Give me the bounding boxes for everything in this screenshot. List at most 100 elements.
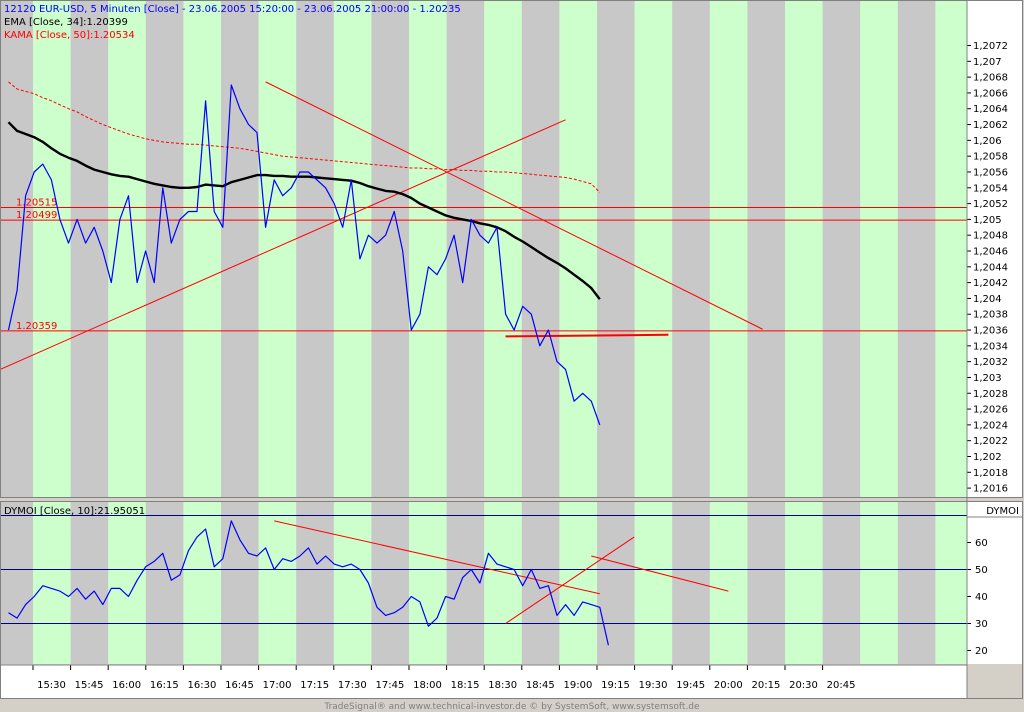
dymoi-band-1 [108, 502, 146, 664]
dymoi-trendline-2 [591, 555, 729, 592]
price-tick-label-18: 1,2036 [973, 326, 1008, 337]
dymoi-band-0 [33, 502, 71, 664]
time-tick-label-4: 16:30 [187, 680, 216, 691]
time-tick-label-13: 18:45 [526, 680, 555, 691]
price-band-9 [709, 1, 748, 497]
ema-line [7, 121, 601, 300]
dymoi-band-12 [935, 502, 967, 664]
time-tick-label-7: 17:15 [300, 680, 329, 691]
price-tick-label-1: 1,207 [973, 57, 1002, 68]
dymoi-tick-label-1: 30 [975, 619, 988, 630]
price-band-4 [333, 1, 372, 497]
kama-line [8, 81, 601, 193]
dymoi-tick-label-2: 40 [975, 592, 988, 603]
price-tick-label-6: 1,206 [973, 136, 1002, 147]
dymoi-panel-border [0, 501, 1023, 699]
dymoi-band-11 [860, 502, 898, 664]
time-tick-label-18: 20:00 [714, 680, 743, 691]
dymoi-band-6 [484, 502, 522, 664]
dymoi-trendlines [274, 520, 729, 624]
time-tick-label-8: 17:30 [338, 680, 367, 691]
time-tick-label-20: 20:30 [789, 680, 818, 691]
price-tick-label-0: 1,2072 [973, 41, 1008, 52]
price-axis[interactable]: 1,2072 1,207 1,2068 1,2066 1,2064 1,2062 1,206… [967, 41, 1008, 495]
price-tick-label-19: 1,2034 [973, 341, 1008, 352]
price-time-bands [33, 1, 967, 497]
dymoi-axis-title: DYMOI [986, 506, 1019, 517]
dymoi-legend: DYMOI [Close, 10]:21.95051 [4, 506, 145, 517]
time-axis[interactable]: 15:30 15:45 16:00 16:15 16:30 16:45 17:00 17:15… [32, 665, 856, 691]
time-tick-label-2: 16:00 [112, 680, 141, 691]
price-tick-label-25: 1,2022 [973, 436, 1008, 447]
price-tick-label-20: 1,2032 [973, 357, 1008, 368]
time-axis-background [1, 665, 967, 699]
price-tick-label-5: 1,2062 [973, 120, 1008, 131]
dymoi-band-10 [785, 502, 823, 664]
price-tick-label-13: 1,2046 [973, 247, 1008, 258]
price-tick-label-15: 1,2042 [973, 278, 1008, 289]
price-band-1 [108, 1, 146, 497]
dymoi-trendline-1 [505, 536, 635, 624]
dymoi-band-4 [333, 502, 372, 664]
footer-credit: TradeSignal® and www.technical-investor.… [323, 702, 700, 712]
dymoi-series-group [8, 520, 609, 646]
price-level-label-2: 1.20359 [16, 321, 57, 332]
price-tick-label-3: 1,2066 [973, 88, 1008, 99]
time-tick-label-14: 19:00 [563, 680, 592, 691]
price-trendline-1 [265, 81, 763, 330]
ema-legend: EMA [Close, 34]:1.20399 [4, 17, 128, 28]
price-tick-label-24: 1,2024 [973, 420, 1008, 431]
time-tick-label-1: 15:45 [75, 680, 104, 691]
dymoi-panel[interactable]: DYMOI [Close, 10]:21.95051 [1, 502, 967, 664]
price-level-label-0: 1.20515 [16, 198, 57, 209]
time-tick-label-15: 19:15 [601, 680, 630, 691]
price-trendline-2 [505, 333, 669, 338]
price-band-11 [860, 1, 898, 497]
time-tick-label-19: 20:15 [751, 680, 780, 691]
kama-legend: KAMA [Close, 50]:1.20534 [4, 30, 135, 41]
price-tick-label-9: 1,2054 [973, 183, 1008, 194]
price-band-10 [785, 1, 823, 497]
time-tick-label-21: 20:45 [827, 680, 856, 691]
price-tick-label-8: 1,2056 [973, 167, 1008, 178]
dymoi-band-8 [634, 502, 673, 664]
time-tick-label-12: 18:30 [488, 680, 517, 691]
price-legend: 12120 EUR-USD, 5 Minuten [Close] - 23.06… [4, 4, 461, 41]
price-tick-label-22: 1,2028 [973, 389, 1008, 400]
price-tick-label-2: 1,2068 [973, 73, 1008, 84]
price-level-label-1: 1.20499 [16, 210, 57, 221]
price-series-group [7, 81, 601, 426]
dymoi-tick-label-3: 50 [975, 565, 988, 576]
dymoi-axis[interactable]: 20 30 40 50 60 [967, 538, 988, 657]
dymoi-band-2 [183, 502, 221, 664]
price-panel-border [0, 0, 1023, 498]
time-tick-label-3: 16:15 [150, 680, 179, 691]
price-tick-label-21: 1,203 [973, 373, 1002, 384]
time-tick-label-16: 19:30 [639, 680, 668, 691]
dymoi-line [8, 520, 609, 646]
time-tick-label-10: 18:00 [413, 680, 442, 691]
panel-divider [0, 497, 1024, 502]
price-axis-background [967, 1, 1023, 497]
time-tick-label-0: 15:30 [37, 680, 66, 691]
price-band-8 [634, 1, 673, 497]
price-tick-label-17: 1,2038 [973, 310, 1008, 321]
price-tick-label-7: 1,2058 [973, 152, 1008, 163]
dymoi-band-5 [409, 502, 447, 664]
price-tick-label-4: 1,2064 [973, 104, 1008, 115]
time-tick-label-17: 19:45 [676, 680, 705, 691]
dymoi-band-3 [258, 502, 297, 664]
price-tick-label-28: 1,2016 [973, 484, 1008, 495]
price-tick-label-26: 1,202 [973, 452, 1002, 463]
price-tick-label-27: 1,2018 [973, 468, 1008, 479]
price-tick-label-23: 1,2026 [973, 405, 1008, 416]
price-tick-label-11: 1,205 [973, 215, 1002, 226]
dymoi-band-9 [709, 502, 748, 664]
time-tick-label-5: 16:45 [225, 680, 254, 691]
dymoi-trendline-0 [274, 520, 600, 595]
price-line [7, 84, 601, 426]
price-tick-label-14: 1,2044 [973, 262, 1008, 273]
